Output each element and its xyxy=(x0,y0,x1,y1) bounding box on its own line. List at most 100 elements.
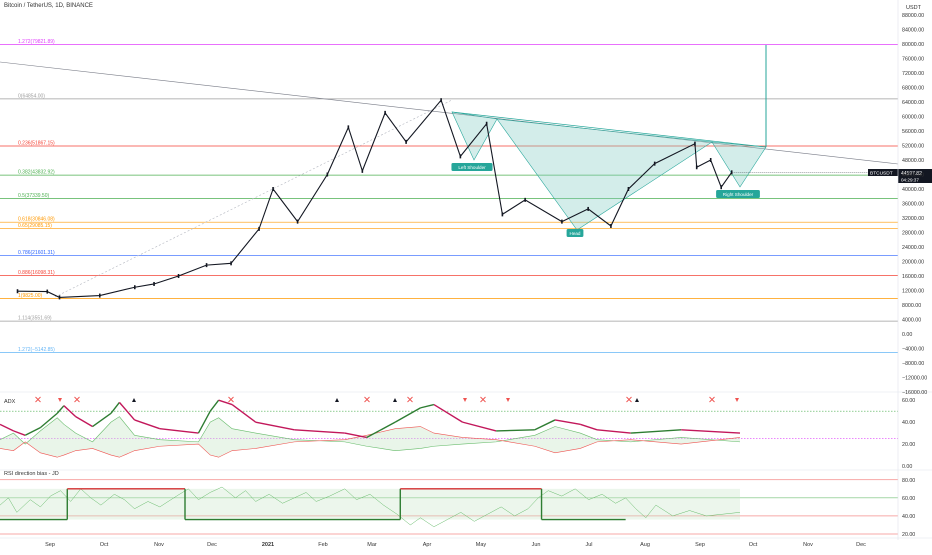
head-shape xyxy=(496,118,713,231)
price-candle xyxy=(720,185,723,190)
adx-line-segment xyxy=(596,429,631,434)
price-candle xyxy=(16,289,19,294)
pattern-label-box xyxy=(451,163,493,171)
price-candle xyxy=(98,293,101,298)
adx-line-segment xyxy=(39,412,58,429)
adx-line-segment xyxy=(580,423,598,431)
price-tick-label: 24000.00 xyxy=(902,245,924,251)
price-tick-label: 76000.00 xyxy=(902,57,924,63)
price-tick-label: 20000.00 xyxy=(902,260,924,266)
time-tick-label: Mar xyxy=(367,542,377,548)
price-candle xyxy=(133,285,136,290)
fib-level-label: 0.618(30846.08) xyxy=(18,217,55,223)
pattern-label: Left Shoulder xyxy=(458,165,486,170)
adx-line-segment xyxy=(118,401,136,421)
pattern-label: Head xyxy=(570,231,581,236)
price-tick-label: 44000.00 xyxy=(902,173,924,179)
adx-tick-label: 0.00 xyxy=(902,464,912,470)
price-candle xyxy=(695,165,698,170)
time-tick-label: Oct xyxy=(749,542,758,548)
price-tick-label: 4000.00 xyxy=(902,318,921,324)
price-tick-label: 64000.00 xyxy=(902,100,924,106)
adx-line-segment xyxy=(554,419,581,426)
price-candle xyxy=(524,197,526,202)
price-line xyxy=(17,99,733,298)
neckline xyxy=(451,111,767,148)
signal-triangle-marker xyxy=(335,398,339,402)
rsi-line xyxy=(0,486,741,528)
last-price-tag xyxy=(898,169,932,183)
dashed-trend-line xyxy=(54,99,453,298)
adx-line-segment xyxy=(630,429,682,434)
price-tick-label: 40000.00 xyxy=(902,187,924,193)
price-candle xyxy=(405,139,407,144)
adx-line-segment xyxy=(344,432,367,439)
price-candle xyxy=(361,168,364,173)
pattern-label: Right Shoulder xyxy=(723,192,754,197)
adx-line-segment xyxy=(366,421,396,439)
price-candle xyxy=(587,206,589,211)
adx-line-segment xyxy=(218,399,233,406)
price-candle xyxy=(46,289,49,294)
price-candle xyxy=(296,219,299,224)
time-tick-label: Jun xyxy=(532,542,541,548)
price-candle xyxy=(561,219,563,224)
time-tick-label: Nov xyxy=(154,542,164,548)
price-candle xyxy=(153,281,155,286)
price-tick-label: 88000.00 xyxy=(902,13,924,19)
signal-cross-marker xyxy=(407,396,413,403)
adx-pane: ADX 60.00 40.00 20.00 0.00 xyxy=(0,396,915,470)
right-shoulder-shape xyxy=(711,141,767,188)
adx-tick-label: 40.00 xyxy=(902,420,915,426)
trend-line xyxy=(0,61,899,165)
price-candle xyxy=(347,125,350,130)
fib-level-label: 1(9825.00) xyxy=(18,293,43,299)
adx-line-segment xyxy=(496,429,535,432)
price-tick-label: 68000.00 xyxy=(902,86,924,92)
adx-tick-label: 60.00 xyxy=(902,398,915,404)
adx-tick-label: 20.00 xyxy=(902,442,915,448)
price-tick-label: 56000.00 xyxy=(902,129,924,135)
time-tick-label: Dec xyxy=(207,542,217,548)
signal-triangle-marker xyxy=(132,398,136,402)
fib-level-label: 0.886(16098.31) xyxy=(18,270,55,276)
fib-level-label: 1.272(79821.89) xyxy=(18,39,55,45)
price-tick-label: 0.00 xyxy=(902,332,912,338)
price-tick-label: 36000.00 xyxy=(902,202,924,208)
price-candle xyxy=(610,223,612,228)
fib-level-label: 0.65(29085.15) xyxy=(18,223,52,229)
adx-line-segment xyxy=(681,429,741,434)
price-tick-label: 48000.00 xyxy=(902,158,924,164)
adx-line-segment xyxy=(24,426,41,436)
signal-cross-marker xyxy=(626,396,632,403)
last-price-label: 44597.82 xyxy=(901,171,922,177)
price-candle xyxy=(230,261,232,266)
fib-level-label: 0.236(51867.15) xyxy=(18,140,55,146)
time-tick-label: Aug xyxy=(640,542,650,548)
adx-line-segment xyxy=(294,429,345,434)
adx-line-segment xyxy=(433,403,463,423)
time-tick-label: Apr xyxy=(423,542,432,548)
price-tick-label: −8000.00 xyxy=(902,361,924,367)
time-tick-label: Jul xyxy=(585,542,592,548)
time-tick-label: Nov xyxy=(803,542,813,548)
signal-triangle-marker xyxy=(58,398,62,402)
price-tick-label: 16000.00 xyxy=(902,274,924,280)
time-tick-label: Dec xyxy=(856,542,866,548)
price-tick-label: 80000.00 xyxy=(902,42,924,48)
signal-cross-marker xyxy=(35,396,41,403)
fib-level-label: 0.786(21601.31) xyxy=(18,250,55,256)
price-tick-label: −4000.00 xyxy=(902,347,924,353)
price-tick-label: 8000.00 xyxy=(902,303,921,309)
price-candle xyxy=(326,172,329,177)
currency-label: USDT xyxy=(906,5,922,11)
signal-triangle-marker xyxy=(635,398,639,402)
price-candle xyxy=(501,212,504,217)
pattern-label-box xyxy=(566,229,584,237)
adx-line-segment xyxy=(462,421,497,432)
adx-line-segment xyxy=(13,430,26,436)
pattern-label-box xyxy=(716,190,760,198)
price-candle xyxy=(627,187,630,191)
minus-di-line xyxy=(0,426,741,458)
